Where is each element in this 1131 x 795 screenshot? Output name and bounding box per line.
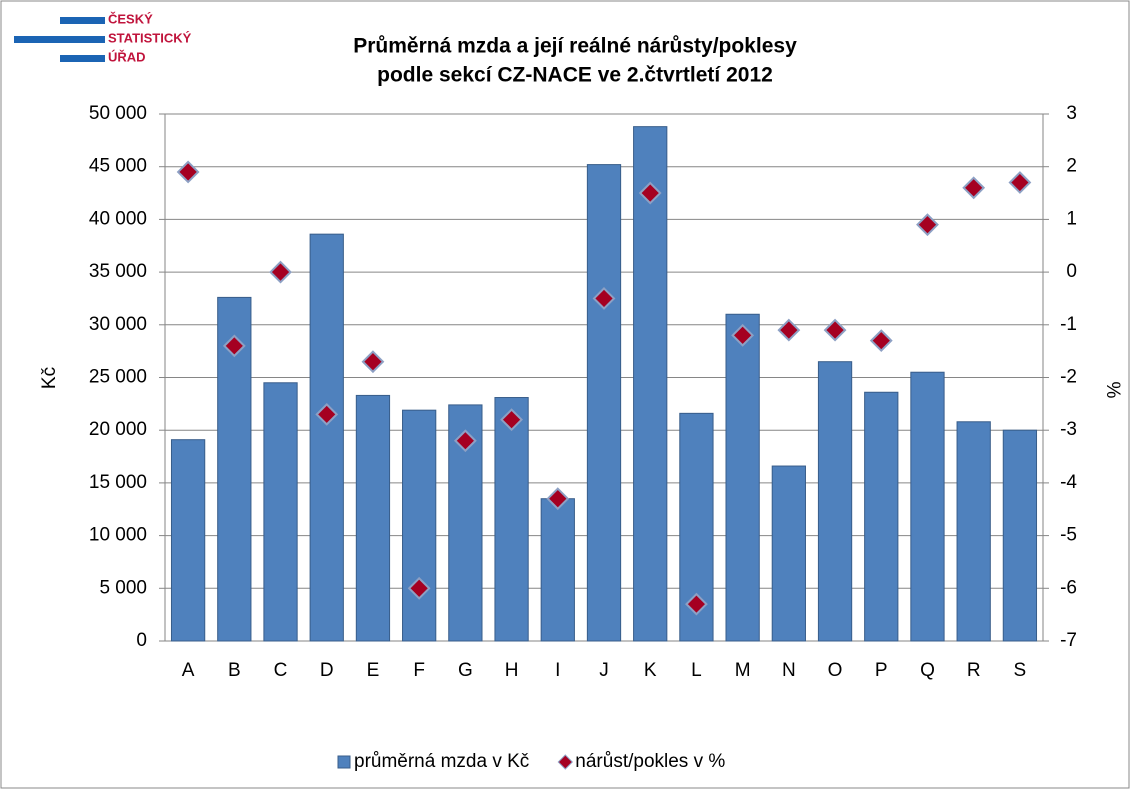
x-tick-label: G — [458, 660, 473, 681]
logo-text: ÚŘAD — [108, 49, 146, 64]
point — [407, 576, 431, 600]
bar — [586, 164, 622, 642]
point — [638, 181, 662, 205]
bar — [540, 498, 575, 642]
point — [962, 176, 986, 200]
point — [269, 260, 292, 284]
point — [361, 350, 385, 374]
point — [500, 408, 523, 432]
y2-tick-label: 2 — [1066, 156, 1077, 177]
bar — [633, 126, 668, 642]
y2-tick-label: -6 — [1060, 577, 1077, 598]
x-tick-label: A — [182, 660, 195, 681]
x-tick-label: R — [967, 660, 981, 681]
legend-swatch — [337, 755, 351, 769]
point — [823, 318, 847, 342]
bar — [402, 409, 437, 642]
logo-text: STATISTICKÝ — [108, 30, 192, 45]
point — [777, 318, 801, 342]
bar — [864, 391, 899, 642]
y2-tick-label: 3 — [1066, 103, 1077, 124]
y-tick-label: 10 000 — [89, 525, 147, 546]
x-tick-label: B — [228, 660, 241, 681]
bar — [771, 465, 806, 642]
y2-tick-label: 1 — [1066, 208, 1077, 229]
y2-tick-label: -4 — [1060, 472, 1077, 493]
point — [222, 334, 246, 358]
y-tick-label: 5 000 — [99, 577, 147, 598]
x-tick-label: J — [599, 660, 609, 681]
legend-label: nárůst/pokles v % — [575, 751, 725, 772]
point — [592, 287, 616, 310]
y2-tick-label: -3 — [1060, 419, 1077, 440]
y-tick-label: 35 000 — [89, 261, 147, 282]
legend-label: průměrná mzda v Kč — [354, 751, 529, 772]
x-tick-label: H — [505, 660, 519, 681]
x-tick-label: C — [274, 660, 288, 681]
y2-tick-label: 0 — [1066, 261, 1077, 282]
x-tick-label: F — [413, 660, 425, 681]
y-tick-label: 25 000 — [89, 367, 147, 388]
x-tick-label: K — [644, 660, 657, 681]
x-tick-label: E — [367, 660, 380, 681]
x-tick-label: D — [320, 660, 334, 681]
y2-tick-label: -7 — [1060, 630, 1077, 651]
bar — [725, 313, 760, 642]
y-tick-label: 40 000 — [89, 208, 147, 229]
bar — [1002, 429, 1038, 642]
bar — [263, 382, 298, 642]
y-axis-label: Kč — [39, 367, 60, 389]
x-tick-label: M — [735, 660, 751, 681]
logo-bar — [60, 17, 105, 24]
y-tick-label: 20 000 — [89, 419, 147, 440]
y-tick-label: 50 000 — [89, 103, 147, 124]
x-tick-label: L — [691, 660, 702, 681]
y-tick-label: 30 000 — [89, 314, 147, 335]
x-tick-label: Q — [920, 660, 935, 681]
x-tick-label: O — [828, 660, 843, 681]
x-tick-label: P — [875, 660, 888, 681]
point — [315, 402, 339, 426]
bar — [309, 233, 344, 642]
point — [176, 160, 200, 184]
y2-tick-label: -2 — [1060, 367, 1077, 388]
bar — [910, 371, 945, 642]
chart-subtitle: podle sekcí CZ-NACE ve 2.čtvrtletí 2012 — [377, 64, 773, 87]
y-tick-label: 15 000 — [89, 472, 147, 493]
y2-axis-label: % — [1102, 382, 1123, 399]
y2-tick-label: -5 — [1060, 525, 1077, 546]
point — [916, 213, 939, 237]
y2-tick-label: -1 — [1060, 314, 1077, 335]
logo-bar — [60, 55, 105, 62]
legend-swatch — [557, 754, 574, 770]
point — [685, 592, 708, 616]
bar — [817, 361, 853, 642]
y-tick-label: 0 — [136, 630, 147, 651]
logo: ČESKÝ STATISTICKÝ ÚŘAD — [14, 11, 192, 64]
x-tick-label: N — [782, 660, 796, 681]
point — [869, 329, 893, 353]
logo-bar — [14, 36, 105, 43]
y-tick-label: 45 000 — [89, 156, 147, 177]
bar — [956, 421, 991, 642]
x-tick-label: I — [555, 660, 560, 681]
bar — [170, 439, 206, 642]
chart-title: Průměrná mzda a její reálné nárůsty/pokl… — [353, 35, 797, 58]
point — [731, 323, 755, 347]
x-tick-label: S — [1014, 660, 1027, 681]
bar — [494, 397, 529, 642]
point — [546, 487, 570, 511]
logo-text: ČESKÝ — [108, 11, 153, 26]
bar — [355, 394, 391, 642]
point — [453, 429, 477, 453]
point — [1008, 171, 1032, 194]
